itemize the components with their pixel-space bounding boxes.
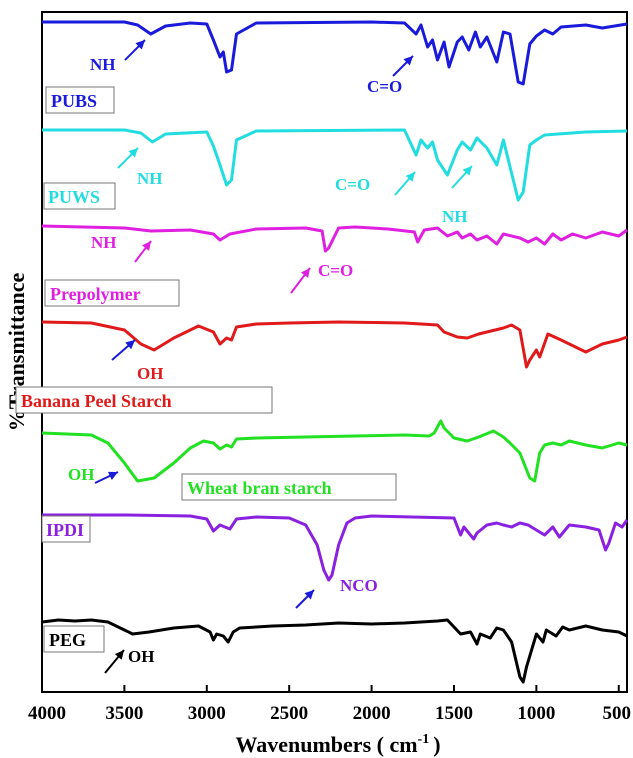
- anno-puws-nh2: NH: [442, 207, 468, 226]
- plot-frame: [41, 11, 628, 693]
- annotation-arrowhead: [462, 166, 472, 176]
- x-axis-title: Wavenumbers ( cm-1): [235, 732, 440, 757]
- annotation-arrowhead: [403, 56, 413, 66]
- label-peg: PEG: [49, 630, 86, 650]
- label-prepolymer: Prepolymer: [50, 284, 141, 304]
- series-line-banana-peel-starch: [41, 320, 628, 369]
- anno-pubs-co: C=O: [367, 77, 402, 96]
- label-puws: PUWS: [48, 187, 100, 207]
- x-tick-label: 1500: [435, 703, 473, 724]
- annotation-arrowhead: [141, 241, 151, 251]
- x-tick-label: 2000: [353, 703, 391, 724]
- series-line-prepolymer: [41, 224, 628, 253]
- x-tick-label: 3000: [188, 703, 226, 724]
- label-pubs: PUBS: [51, 91, 97, 111]
- x-tick-label: 500: [603, 703, 632, 724]
- label-banana-peel-starch: Banana Peel Starch: [21, 391, 172, 411]
- anno-puws-nh: NH: [137, 169, 163, 188]
- series-line-wheat-bran-starch: [41, 419, 628, 483]
- x-tick-label: 4000: [28, 703, 66, 724]
- x-tick-label: 2500: [270, 703, 308, 724]
- annotation-arrowhead: [135, 40, 145, 50]
- series-line-puws: [42, 128, 628, 202]
- annotation-arrowhead: [304, 590, 314, 600]
- label-ipdi: IPDI: [46, 520, 84, 540]
- series-line-ipdi: [42, 513, 629, 582]
- annotation-arrowhead: [107, 471, 118, 480]
- series-line-pubs: [42, 20, 628, 86]
- x-axis: 4000 3500 3000 2500 2000 1500 1000 500: [28, 685, 631, 724]
- anno-peg-oh: OH: [128, 647, 154, 666]
- series-layer: [41, 20, 629, 684]
- anno-ipdi-nco: NCO: [340, 576, 378, 595]
- label-wheat-bran-starch: Wheat bran starch: [187, 478, 332, 498]
- anno-pubs-nh: NH: [90, 55, 116, 74]
- x-tick-label: 1000: [517, 703, 555, 724]
- anno-prepolymer-co: C=O: [318, 261, 353, 280]
- anno-wheat-oh: OH: [68, 465, 94, 484]
- series-line-peg: [41, 618, 628, 684]
- annotation-arrowhead: [128, 148, 138, 158]
- anno-banana-oh: OH: [137, 364, 163, 383]
- arrow-layer: [94, 39, 473, 674]
- annotation-arrowhead: [114, 650, 124, 660]
- x-tick-label: 3500: [105, 703, 143, 724]
- annotation-arrowhead: [300, 268, 310, 278]
- annotation-arrowhead: [125, 340, 135, 350]
- anno-prepolymer-nh: NH: [91, 233, 117, 252]
- annotation-arrowhead: [405, 172, 415, 182]
- anno-puws-co: C=O: [335, 175, 370, 194]
